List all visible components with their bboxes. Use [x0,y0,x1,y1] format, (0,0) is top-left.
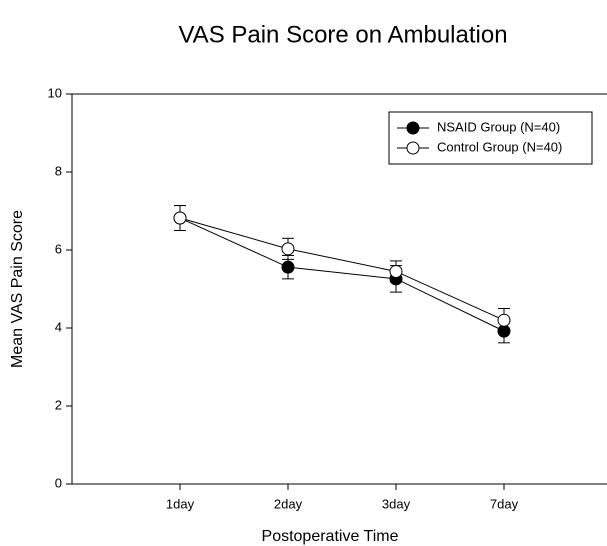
legend-label: Control Group (N=40) [437,139,562,154]
series-line [179,217,505,332]
x-axis-title: Postoperative Time [262,528,399,545]
marker [389,264,403,278]
y-tick-label: 2 [55,397,62,412]
legend-marker [406,141,420,155]
legend-label: NSAID Group (N=40) [437,119,560,134]
series-line [179,217,505,321]
legend-box [388,111,593,165]
marker [281,260,295,274]
y-tick-label: 8 [55,163,62,178]
marker [497,313,511,327]
y-tick-label: 6 [55,241,62,256]
x-tick-label: 1day [166,496,195,511]
marker [497,324,511,338]
marker [173,211,187,225]
y-axis-title: Mean VAS Pain Score [9,210,26,368]
y-tick-label: 0 [55,475,62,490]
y-tick-label: 4 [55,319,62,334]
x-tick-label: 2day [274,496,303,511]
marker [281,242,295,256]
chart-title: VAS Pain Score on Ambulation [178,21,507,48]
legend-marker [406,121,420,135]
x-tick-label: 3day [382,496,411,511]
y-tick-label: 10 [48,85,62,100]
x-tick-label: 7day [490,496,519,511]
